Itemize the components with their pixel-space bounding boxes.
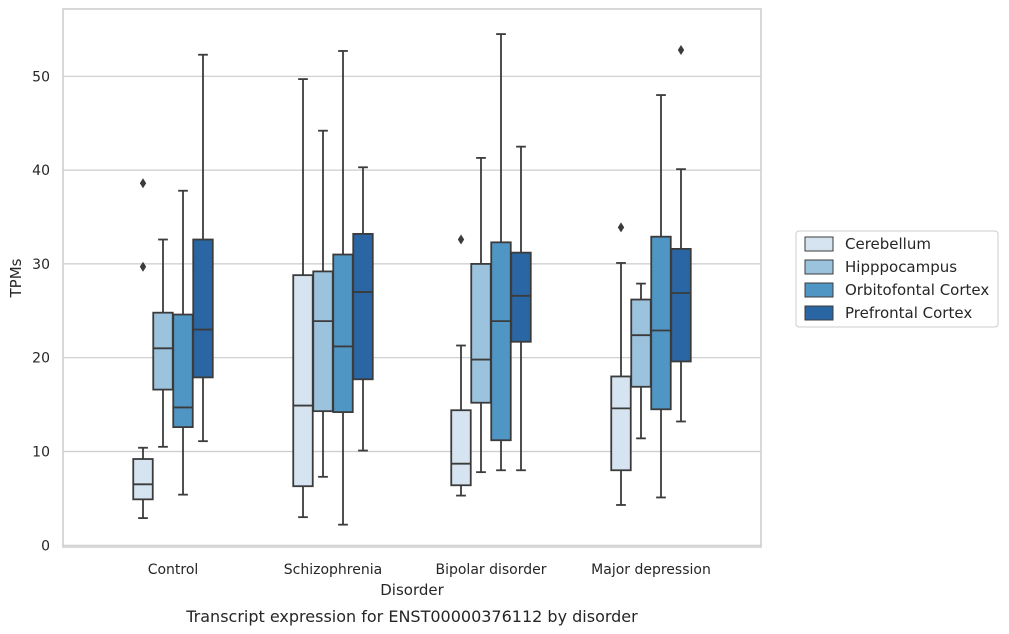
- legend-swatch: [804, 236, 834, 252]
- y-tick-label: 10: [32, 445, 50, 461]
- box-0-0: [132, 178, 154, 519]
- box-1-3: [352, 166, 374, 452]
- box-iqr: [352, 232, 374, 381]
- y-tick-labels: 0 10 20 30 40 50: [32, 69, 50, 554]
- y-tick-label: 30: [32, 257, 50, 273]
- chart-caption: Transcript expression for ENST0000037611…: [185, 607, 638, 626]
- y-tick-label: 40: [32, 163, 50, 179]
- plot-area-frame: [62, 8, 762, 548]
- box-2-3: [510, 145, 532, 472]
- box-iqr: [152, 311, 174, 391]
- box-3-3: [670, 45, 692, 423]
- legend-label: Hipppocampus: [845, 258, 957, 276]
- box-2-1: [470, 157, 492, 474]
- box-iqr: [610, 375, 632, 472]
- x-tick-labels: Control Schizophrenia Bipolar disorder Majo…: [148, 562, 711, 578]
- box-iqr: [650, 235, 672, 411]
- outlier-point: [139, 178, 147, 189]
- legend-frame: [795, 230, 999, 328]
- x-axis-label: Disorder: [380, 581, 444, 599]
- outlier-point: [617, 222, 625, 233]
- box-iqr: [312, 270, 334, 413]
- legend-label: Orbitofontal Cortex: [845, 281, 989, 299]
- y-tick-label: 0: [41, 538, 50, 554]
- box-iqr: [670, 247, 692, 363]
- x-tick-label: Schizophrenia: [284, 562, 382, 578]
- legend-label: Cerebellum: [845, 235, 931, 253]
- box-1-0: [292, 78, 314, 519]
- box-iqr: [132, 458, 154, 501]
- y-tick-label: 20: [32, 351, 50, 367]
- box-iqr: [172, 313, 194, 429]
- box-iqr: [490, 241, 512, 442]
- box-iqr: [470, 262, 492, 404]
- box-0-3: [192, 53, 214, 443]
- box-2-0: [450, 234, 472, 497]
- outlier-point: [677, 45, 685, 56]
- box-3-2: [650, 94, 672, 499]
- legend: Cerebellum Hipppocampus Orbitofontal Corte…: [795, 230, 999, 328]
- box-iqr: [510, 251, 532, 343]
- box-iqr: [332, 253, 354, 414]
- box-1-2: [332, 50, 354, 526]
- box-0-1: [152, 238, 174, 448]
- legend-swatch: [804, 259, 834, 275]
- box-3-1: [630, 282, 652, 440]
- outlier-point: [139, 261, 147, 272]
- x-tick-label: Control: [148, 562, 199, 578]
- box-iqr: [192, 238, 214, 379]
- legend-label: Prefrontal Cortex: [845, 304, 972, 322]
- box-layer: [132, 33, 692, 526]
- y-tick-label: 50: [32, 69, 50, 85]
- x-tick-label: Bipolar disorder: [435, 562, 546, 578]
- y-axis-label: TPMs: [7, 258, 25, 298]
- legend-swatch: [804, 282, 834, 298]
- box-3-0: [610, 222, 632, 506]
- plot-area-background: [63, 9, 761, 547]
- box-iqr: [450, 409, 472, 487]
- legend-swatch: [804, 305, 834, 321]
- outlier-point: [457, 234, 465, 245]
- box-iqr: [292, 274, 314, 488]
- box-iqr: [630, 298, 652, 388]
- x-tick-label: Major depression: [591, 562, 711, 578]
